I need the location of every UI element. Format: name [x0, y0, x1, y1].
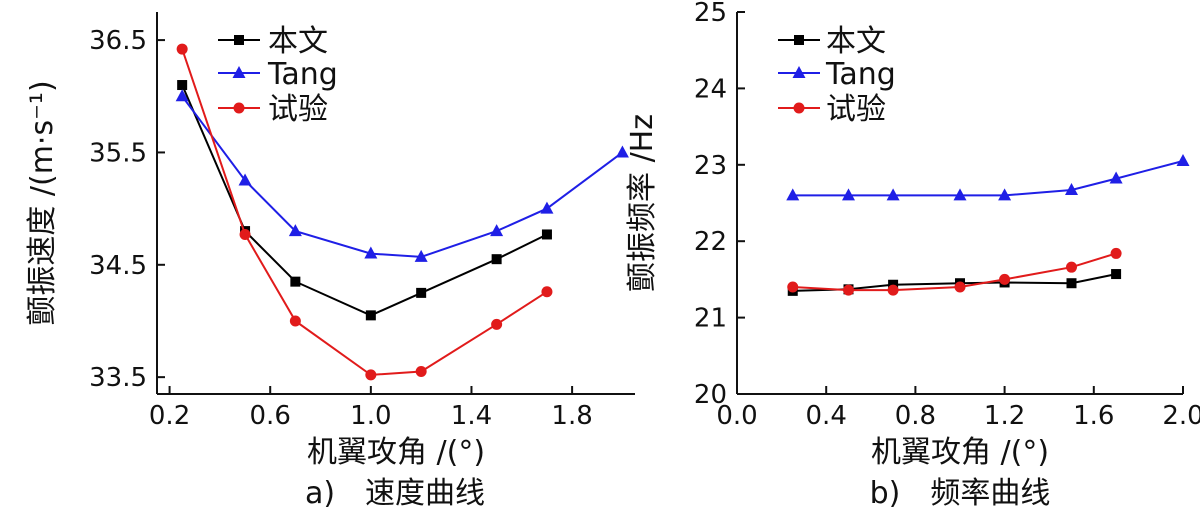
- data-point: [615, 145, 629, 158]
- y-tick-label: 21: [694, 304, 727, 334]
- data-point: [843, 284, 854, 296]
- data-point: [786, 188, 800, 201]
- series-line: [181, 84, 548, 317]
- legend-marker: [234, 35, 244, 45]
- data-point: [541, 229, 552, 240]
- x-tick-label: 1.2: [984, 401, 1025, 431]
- chart-caption: a) 速度曲线: [305, 476, 485, 511]
- x-tick-label: 0.8: [895, 401, 936, 431]
- data-point: [365, 310, 376, 321]
- y-tick-label: 25: [694, 0, 727, 28]
- y-tick-label: 22: [694, 227, 727, 257]
- series-triangle: [175, 89, 629, 262]
- data-point: [954, 281, 966, 293]
- legend-marker: [233, 102, 245, 114]
- x-tick-label: 0.0: [716, 401, 757, 431]
- y-tick-label: 35.5: [89, 138, 147, 168]
- x-tick-label: 1.4: [451, 401, 492, 431]
- data-point: [175, 89, 189, 102]
- data-point: [416, 287, 427, 298]
- data-point: [177, 80, 188, 91]
- data-point: [490, 224, 504, 237]
- data-point: [787, 281, 799, 293]
- x-tick-label: 0.2: [149, 401, 190, 431]
- chart-frequency: 0.0 0.4 0.8 1.2 1.6 2.0 20 21 22 23 24 25 机翼攻角 /(°) 颤…: [625, 0, 1200, 511]
- x-tick-label: 1.0: [350, 401, 391, 431]
- series-line: [181, 95, 623, 258]
- data-point: [289, 315, 301, 327]
- data-point: [1066, 261, 1077, 273]
- series-circle: [176, 43, 553, 381]
- series-circle: [787, 247, 1122, 296]
- y-tick-label: 33.5: [89, 363, 147, 393]
- x-tick-label: 1.6: [1073, 401, 1114, 431]
- y-axis-label: 颤振速度 /(m·s⁻¹): [25, 80, 60, 325]
- legend-marker: [792, 66, 806, 78]
- legend-label: 试验: [268, 92, 328, 127]
- chart-velocity: 0.2 0.6 1.0 1.4 1.8 33.5 34.5 35.5 36.5 机翼攻角 /(°)…: [25, 12, 635, 511]
- data-point: [1111, 269, 1122, 280]
- data-point: [998, 188, 1012, 201]
- data-point: [364, 246, 378, 259]
- data-point: [238, 173, 252, 186]
- legend-label: Tang: [267, 57, 338, 92]
- data-point: [1066, 278, 1077, 289]
- x-axis-label: 机翼攻角 /(°): [871, 435, 1049, 470]
- data-point: [176, 43, 188, 55]
- data-point: [290, 276, 301, 287]
- x-tick-label: 0.4: [806, 401, 847, 431]
- legend-marker: [794, 35, 804, 45]
- series-line: [792, 160, 1184, 197]
- data-point: [1176, 153, 1190, 166]
- data-point: [1109, 171, 1123, 184]
- data-point: [1110, 247, 1122, 259]
- data-point: [540, 201, 554, 214]
- data-point: [288, 224, 302, 237]
- data-point: [365, 369, 377, 381]
- legend-marker: [232, 66, 246, 78]
- x-axis-label: 机翼攻角 /(°): [307, 435, 485, 470]
- x-tick-label: 2.0: [1162, 401, 1200, 431]
- data-point: [887, 284, 899, 296]
- y-tick-label: 36.5: [89, 26, 147, 56]
- x-tick-label: 0.6: [250, 401, 291, 431]
- y-tick-label: 20: [694, 380, 727, 410]
- legend-label: 本文: [268, 24, 328, 59]
- x-tick-label: 1.8: [551, 401, 592, 431]
- data-point: [842, 188, 855, 201]
- y-tick-label: 34.5: [89, 251, 147, 281]
- data-point: [1065, 183, 1078, 196]
- data-point: [541, 286, 553, 298]
- legend-marker: [793, 102, 805, 114]
- y-tick-label: 24: [694, 74, 727, 104]
- series-triangle: [786, 153, 1190, 201]
- legend-label: 试验: [826, 92, 886, 127]
- data-point: [415, 366, 427, 378]
- data-point: [886, 188, 900, 201]
- y-tick-label: 23: [694, 151, 727, 181]
- data-point: [491, 254, 502, 265]
- legend-label: Tang: [825, 57, 896, 92]
- chart-caption: b) 频率曲线: [870, 476, 1051, 511]
- data-point: [491, 318, 503, 330]
- y-axis-label: 颤振频率 /Hz: [625, 114, 660, 292]
- legend-label: 本文: [826, 24, 886, 59]
- series-square: [787, 269, 1122, 296]
- data-point: [999, 273, 1011, 285]
- data-point: [239, 228, 251, 240]
- data-point: [953, 188, 967, 201]
- data-point: [414, 249, 428, 262]
